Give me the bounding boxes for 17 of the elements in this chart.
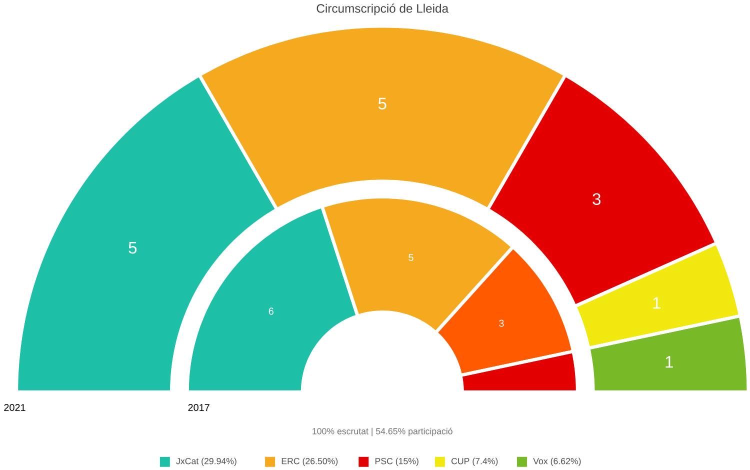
data-label: 5 — [408, 254, 414, 262]
legend-label: JxCat (29.94%) — [176, 458, 236, 466]
data-label: 1 — [666, 356, 673, 368]
data-label: 5 — [128, 242, 137, 254]
legend-label: CUP (7.4%) — [452, 458, 498, 466]
data-label: 6 — [268, 308, 274, 315]
data-label: 3 — [592, 193, 601, 206]
text: 100% escrutat | 54.65% participació — [312, 428, 452, 436]
legend-label: Vox (6.62%) — [533, 458, 581, 466]
text: 2017 — [188, 404, 210, 412]
data-label: 5 — [378, 98, 386, 110]
data-label: 1 — [653, 297, 660, 309]
data-label: 3 — [499, 320, 504, 327]
text: 2021 — [4, 404, 26, 412]
legend-label: PSC (15%) — [375, 458, 418, 466]
chart-title: Circumscripció de Lleida — [316, 4, 449, 16]
legend-label: ERC (26.50%) — [282, 458, 338, 466]
